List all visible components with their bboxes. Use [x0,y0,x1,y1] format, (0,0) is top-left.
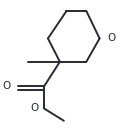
Text: O: O [30,103,39,113]
Text: O: O [3,81,11,91]
Text: O: O [108,33,116,43]
